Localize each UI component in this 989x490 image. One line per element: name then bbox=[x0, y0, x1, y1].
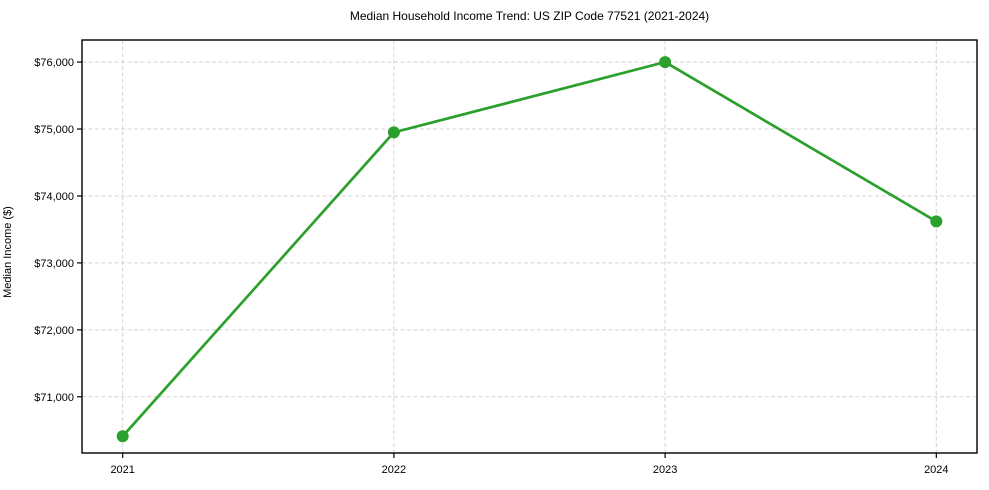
x-tick-label: 2022 bbox=[382, 464, 406, 476]
data-point bbox=[116, 430, 129, 443]
plot-border bbox=[81, 39, 978, 454]
x-tick-label: 2021 bbox=[110, 464, 134, 476]
data-point bbox=[659, 56, 672, 69]
x-tick-label: 2024 bbox=[924, 464, 948, 476]
data-point bbox=[387, 126, 400, 139]
trend-line bbox=[121, 60, 938, 438]
y-tick-label: $72,000 bbox=[34, 325, 74, 337]
y-tick-label: $73,000 bbox=[34, 258, 74, 270]
x-tick-label: 2023 bbox=[653, 464, 677, 476]
y-tick-label: $71,000 bbox=[34, 392, 74, 404]
y-tick-label: $75,000 bbox=[34, 124, 74, 136]
y-tick-label: $76,000 bbox=[34, 57, 74, 69]
data-point bbox=[930, 215, 943, 228]
y-tick-label: $74,000 bbox=[34, 191, 74, 203]
chart-title: Median Household Income Trend: US ZIP Co… bbox=[349, 9, 710, 23]
